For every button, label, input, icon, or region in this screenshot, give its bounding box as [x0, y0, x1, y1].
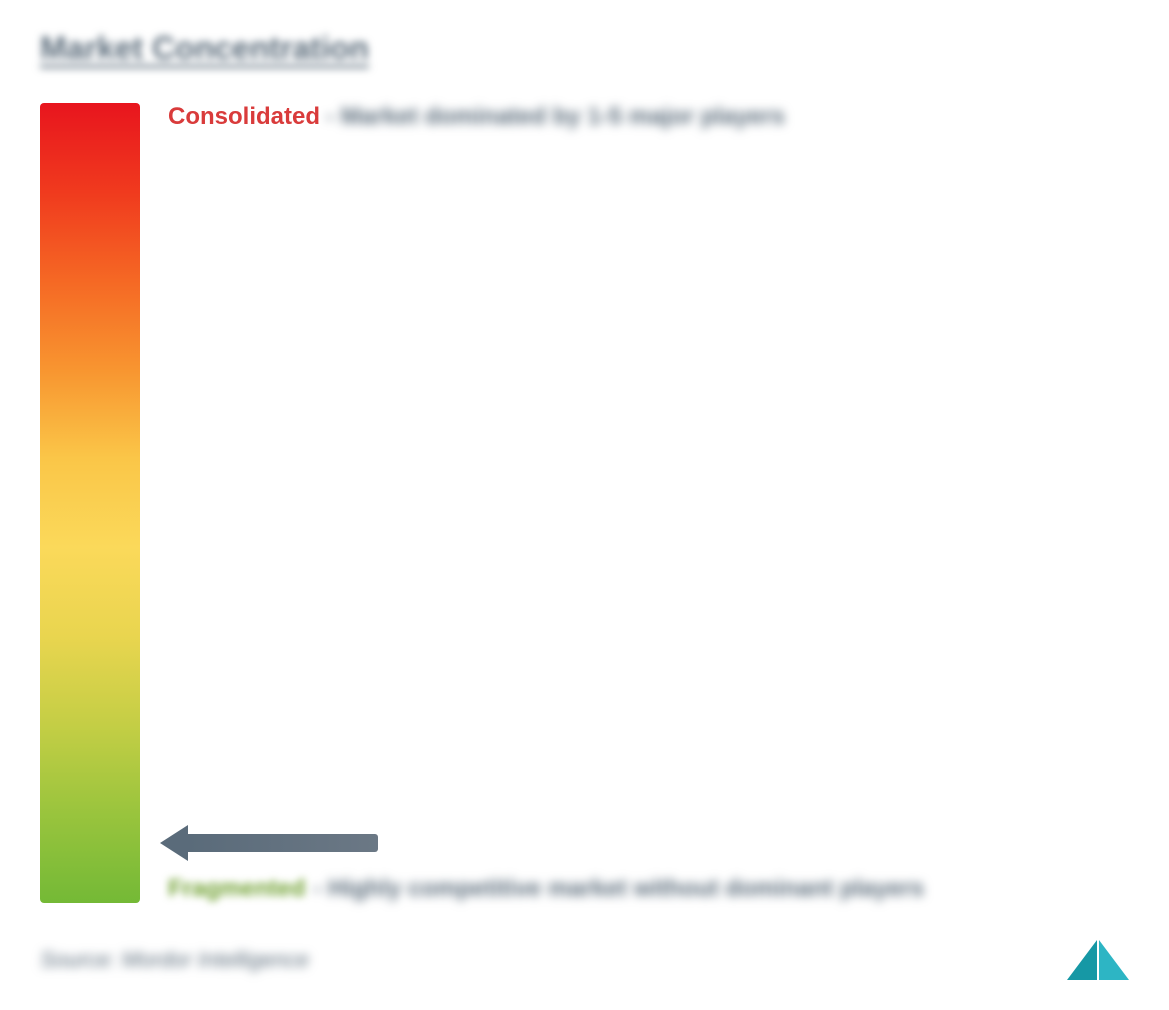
concentration-gradient-scale — [40, 103, 140, 903]
logo-right-triangle — [1099, 940, 1129, 980]
arrow-body — [188, 834, 378, 852]
fragmented-description: - Highly competitive market without domi… — [313, 875, 924, 903]
consolidated-term: Consolidated — [168, 103, 320, 131]
logo-left-triangle — [1067, 940, 1097, 980]
position-indicator-arrow — [160, 825, 1129, 861]
fragmented-term: Fragmented — [168, 875, 305, 903]
mordor-logo-icon — [1067, 940, 1129, 980]
chart-title: Market Concentration — [40, 30, 1129, 67]
labels-area: Consolidated - Market dominated by 1-5 m… — [168, 103, 1129, 903]
source-attribution: Source: Mordor Intelligence — [40, 947, 309, 973]
footer: Source: Mordor Intelligence — [40, 940, 1129, 980]
fragmented-area: Fragmented - Highly competitive market w… — [168, 825, 1129, 903]
arrow-head-icon — [160, 825, 188, 861]
fragmented-label-row: Fragmented - Highly competitive market w… — [168, 875, 1129, 903]
consolidated-description: - Market dominated by 1-5 major players — [326, 103, 785, 131]
chart-content: Consolidated - Market dominated by 1-5 m… — [40, 103, 1129, 903]
consolidated-label-row: Consolidated - Market dominated by 1-5 m… — [168, 103, 785, 131]
